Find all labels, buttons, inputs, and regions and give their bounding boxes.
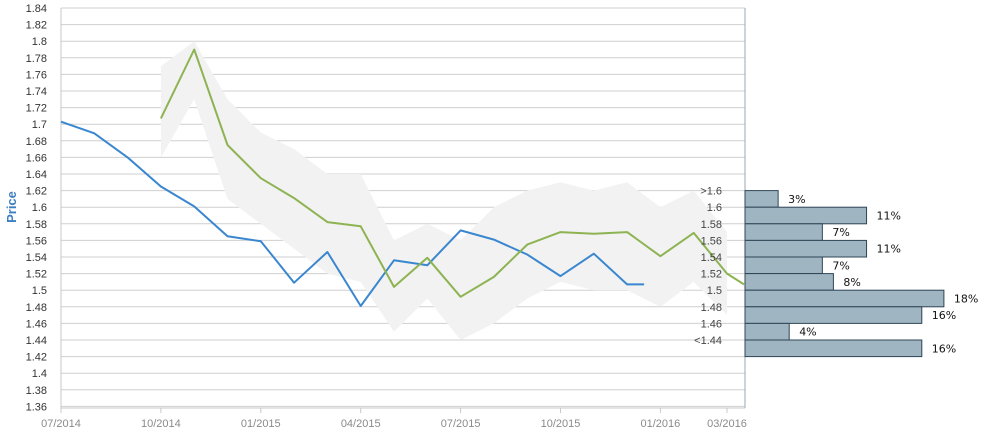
y-tick-label: 1.52 (26, 269, 47, 281)
distribution-bucket-label: >1.6 (700, 186, 722, 198)
y-tick-label: 1.58 (26, 219, 47, 231)
y-tick-label: 1.36 (26, 401, 47, 413)
y-tick-label: 1.78 (26, 53, 47, 65)
y-tick-label: 1.66 (26, 152, 47, 164)
distribution-percent-label: 7% (832, 226, 849, 239)
y-tick-label: 1.38 (26, 385, 47, 397)
y-tick-label: 1.74 (26, 86, 47, 98)
y-tick-label: 1.72 (26, 103, 47, 115)
y-tick-label: 1.42 (26, 352, 47, 364)
y-tick-label: 1.68 (26, 136, 47, 148)
price-series (60, 48, 745, 307)
distribution-percent-label: 3% (788, 193, 805, 206)
distribution-bars: 3% >1.6 11% 1.6 7% 1.58 11% 1.56 7% 1.54 8% 1.52 18%… (694, 186, 978, 358)
distribution-bar (744, 223, 823, 241)
y-tick-label: 1.4 (32, 368, 47, 380)
distribution-bar (744, 273, 834, 291)
y-tick-label: 1.76 (26, 69, 47, 81)
distribution-bar (744, 289, 945, 308)
distribution-percent-label: 4% (799, 326, 816, 339)
x-tick-label: 01/2015 (241, 418, 281, 430)
distribution-percent-label: 16% (932, 342, 956, 355)
x-tick-label: 07/2015 (441, 418, 481, 430)
distribution-bucket-label: 1.52 (701, 269, 722, 281)
y-tick-label: 1.7 (32, 119, 47, 131)
x-tick-label: 03/2016 (707, 418, 747, 430)
distribution-bucket-label: 1.46 (701, 318, 722, 330)
distribution-percent-label: 11% (877, 243, 901, 256)
x-tick-labels: 07/2014 10/2014 01/2015 04/2015 07/2015 10/20… (41, 408, 747, 430)
y-tick-label: 1.84 (26, 3, 47, 15)
y-tick-label: 1.64 (26, 169, 47, 181)
y-axis-label: Price (4, 191, 19, 223)
distribution-bar (744, 190, 779, 208)
x-tick-label: 01/2016 (641, 418, 681, 430)
x-tick-label: 10/2015 (541, 418, 581, 430)
historical-price-line (60, 120, 645, 307)
distribution-bar (744, 206, 868, 225)
y-tick-label: 1.54 (26, 252, 47, 264)
distribution-bucket-label: 1.54 (701, 252, 722, 264)
y-tick-label: 1.48 (26, 302, 47, 314)
y-tick-labels: 1.84 1.82 1.8 1.78 1.76 1.74 1.72 1.7 1.68 1.66 1.… (26, 3, 47, 413)
distribution-bucket-label: 1.6 (707, 202, 722, 214)
distribution-bucket-label: 1.56 (701, 235, 722, 247)
y-tick-label: 1.62 (26, 186, 47, 198)
distribution-percent-label: 18% (954, 293, 978, 306)
distribution-percent-label: 11% (877, 210, 901, 223)
distribution-bucket-label: 1.48 (701, 302, 722, 314)
distribution-percent-label: 7% (832, 259, 849, 272)
distribution-bar (744, 306, 923, 324)
x-tick-label: 04/2015 (341, 418, 381, 430)
x-tick-label: 07/2014 (41, 418, 81, 430)
distribution-bucket-label: 1.58 (701, 219, 722, 231)
x-tick-label: 10/2014 (141, 418, 181, 430)
y-tick-label: 1.44 (26, 335, 47, 347)
distribution-bucket-label: <1.44 (694, 335, 722, 347)
forecast-price-line (159, 48, 745, 298)
distribution-bar (744, 256, 823, 275)
distribution-bar (744, 322, 790, 341)
distribution-bar (744, 339, 923, 358)
distribution-percent-label: 8% (843, 276, 860, 289)
y-tick-label: 1.82 (26, 20, 47, 32)
distribution-bar (744, 239, 868, 258)
distribution-bucket-label: 1.5 (707, 285, 722, 297)
distribution-percent-label: 16% (932, 309, 956, 322)
forecast-range-band (160, 41, 727, 340)
y-tick-label: 1.5 (32, 285, 47, 297)
y-tick-label: 1.6 (32, 202, 47, 214)
y-tick-label: 1.46 (26, 318, 47, 330)
forecast-band (160, 41, 727, 340)
y-tick-label: 1.56 (26, 235, 47, 247)
y-tick-label: 1.8 (32, 36, 47, 48)
